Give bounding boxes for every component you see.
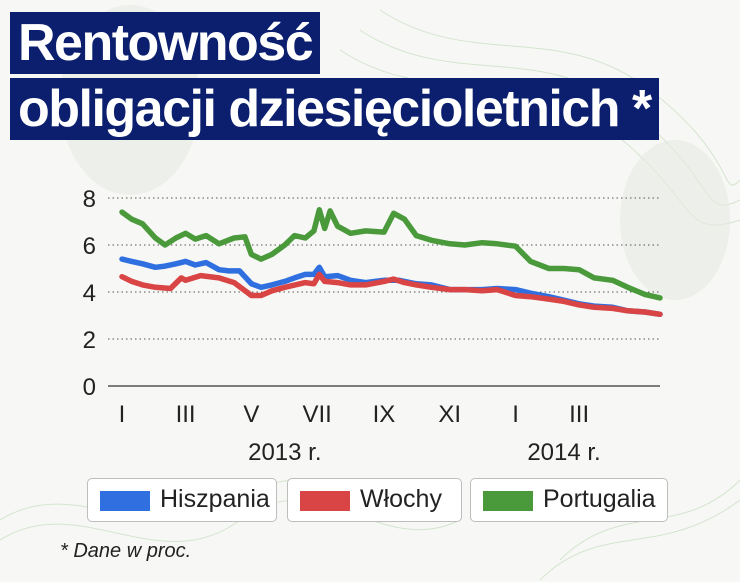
legend-label-wlochy: Włochy [360,485,442,513]
legend-item-portugalia: Portugalia [470,478,668,522]
x-tick-label-5: XI [438,401,461,428]
y-tick-label-8: 8 [83,186,96,213]
legend: Hiszpania Włochy Portugalia [0,478,740,528]
title-line-2: obligacji dziesięcioletnich * [10,78,659,140]
footnote: * Dane w proc. [60,540,192,562]
legend-swatch-hiszpania [100,491,150,511]
y-tick-label-0: 0 [83,374,96,401]
y-tick-label-6: 6 [83,233,96,260]
x-tick-label-0: I [119,401,126,428]
x-tick-label-3: VII [302,401,331,428]
x-tick-label-1: III [176,401,196,428]
year-labels: 2013 r. 2014 r. [248,439,601,466]
y-tick-label-4: 4 [83,280,96,307]
x-tick-label-7: III [569,401,589,428]
x-tick-label-6: I [512,401,519,428]
x-tick-label-2: V [243,401,259,428]
legend-label-hiszpania: Hiszpania [160,485,270,513]
legend-swatch-wlochy [300,491,350,511]
chart-grid [108,197,660,387]
y-axis-ticks: 0 2 4 6 8 [83,186,96,401]
y-tick-label-2: 2 [83,327,96,354]
series-line-wochy [119,271,663,318]
legend-item-hiszpania: Hiszpania [87,478,277,522]
legend-label-portugalia: Portugalia [543,485,656,513]
legend-swatch-portugalia [483,491,533,511]
series-line-portugalia [119,207,663,301]
title-line-1: Rentowność [10,12,321,74]
year-label-1: 2014 r. [527,439,600,466]
series-lines [119,207,663,318]
legend-item-wlochy: Włochy [287,478,462,522]
year-label-0: 2013 r. [248,439,321,466]
x-axis-ticks: I III V VII IX XI I III [119,401,589,428]
x-tick-label-4: IX [373,401,396,428]
